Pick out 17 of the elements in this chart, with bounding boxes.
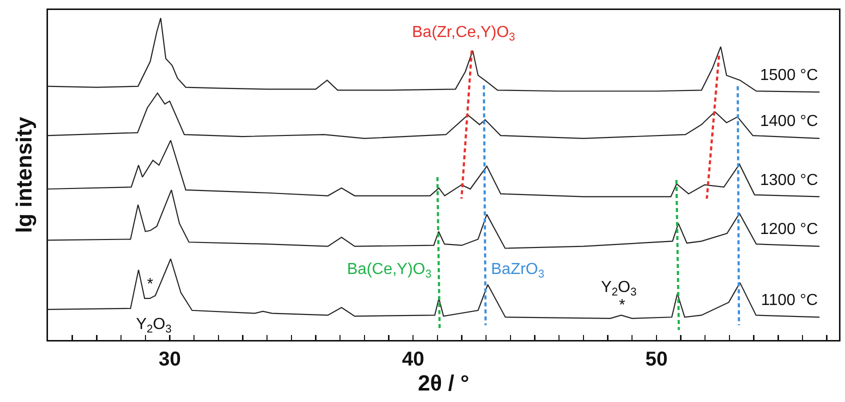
series-label: 1100 °C [761,292,818,309]
x-tick-label: 30 [158,348,181,370]
annotation: * [619,297,626,314]
annotation: Y$_{2}$O$_{3}$ [601,279,637,298]
y-axis-title: lg intensity [12,116,37,234]
series-label: 1500 °C [760,67,818,84]
annotation: * [147,276,154,293]
x-tick-label: 40 [402,348,424,370]
x-tick-label: 50 [645,348,668,370]
series-label: Ba(Zr,Ce,Y)O$_{3}$ [412,24,516,44]
series-label: 1300 °C [760,172,818,189]
series-label: 1400 °C [760,113,818,130]
x-axis-title: 2θ / ° [418,370,470,396]
series-label: 1200 °C [760,221,818,238]
series-label: BaZrO$_{3}$ [491,261,544,280]
series-label: Ba(Ce,Y)O$_{3}$ [347,261,432,280]
annotation: Y$_{2}$O$_{3}$ [136,316,172,336]
